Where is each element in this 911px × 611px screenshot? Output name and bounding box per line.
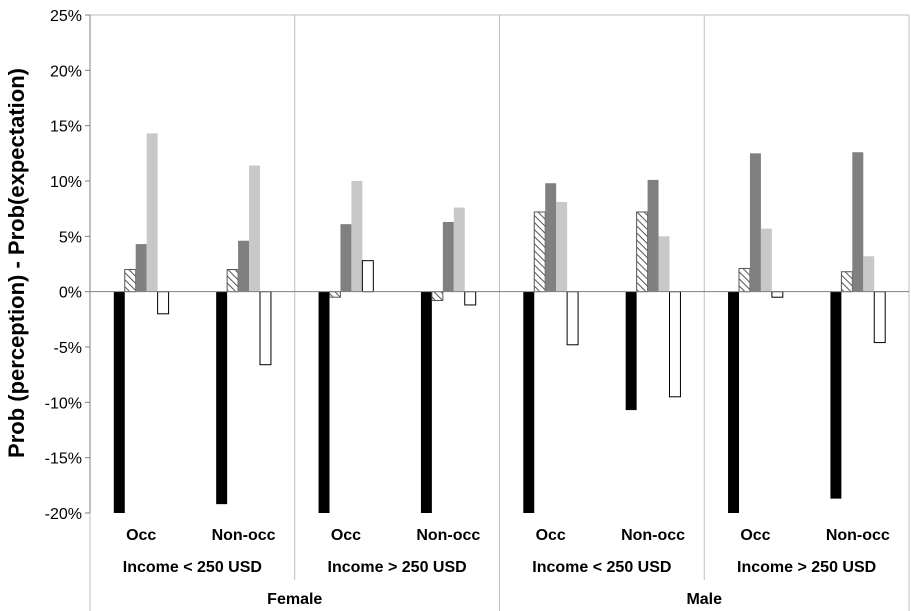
gender-group-label: Male xyxy=(686,591,722,608)
bar xyxy=(625,291,637,411)
x-category-label: Non-occ xyxy=(621,527,685,544)
bar xyxy=(259,291,272,366)
bar xyxy=(863,256,875,292)
bar xyxy=(340,224,352,292)
y-tick-label: 20% xyxy=(50,63,82,80)
y-tick-label: 0% xyxy=(59,285,82,302)
grid xyxy=(89,14,910,611)
y-tick-label: -15% xyxy=(45,451,82,468)
bar xyxy=(523,291,535,513)
bar xyxy=(738,267,751,293)
y-tick-label: -10% xyxy=(45,395,82,412)
x-category-label: Non-occ xyxy=(416,527,480,544)
x-category-label: Non-occ xyxy=(212,527,276,544)
bar xyxy=(226,269,239,293)
bar xyxy=(420,291,432,513)
bar xyxy=(556,202,568,292)
bar xyxy=(113,291,125,513)
bar xyxy=(545,183,557,292)
y-tick-label: -5% xyxy=(54,340,82,357)
x-category-label: Occ xyxy=(536,527,566,544)
y-tick-labels: 25% 20% 15% 10% 5% 0% -5% -10% -15% -20% xyxy=(45,8,90,523)
bar xyxy=(351,181,363,292)
bar xyxy=(852,152,864,292)
bar xyxy=(238,240,250,292)
gender-group-label: Female xyxy=(267,591,322,608)
bar xyxy=(658,236,670,292)
bar xyxy=(668,291,681,398)
bar xyxy=(249,165,260,292)
bar xyxy=(647,179,659,292)
x-category-label: Occ xyxy=(331,527,361,544)
bar xyxy=(464,291,477,306)
x-category-label: Occ xyxy=(126,527,156,544)
income-group-label: Income < 250 USD xyxy=(123,559,262,576)
bar xyxy=(431,291,444,302)
bar xyxy=(771,291,784,298)
bar xyxy=(533,211,546,293)
bar xyxy=(728,291,740,513)
bar xyxy=(453,207,465,292)
bar xyxy=(329,291,341,298)
bar xyxy=(124,269,137,293)
y-tick-label: 25% xyxy=(50,8,82,25)
bar xyxy=(749,153,761,292)
y-tick-label: 15% xyxy=(50,119,82,136)
bar xyxy=(361,260,374,293)
bar xyxy=(216,291,228,505)
bar xyxy=(135,244,147,292)
bar xyxy=(840,271,853,293)
axes xyxy=(89,15,909,513)
bar xyxy=(830,291,842,499)
y-tick-label: 5% xyxy=(59,229,82,246)
bar xyxy=(760,228,772,292)
income-group-label: Income > 250 USD xyxy=(737,559,876,576)
bar xyxy=(566,291,579,346)
bar xyxy=(146,133,158,292)
x-category-label: Occ xyxy=(740,527,770,544)
y-tick-label: -20% xyxy=(45,506,82,523)
bar xyxy=(318,291,330,513)
bar xyxy=(873,291,886,344)
y-axis-label: Prob (perception) - Prob(expectation) xyxy=(4,68,29,458)
bar xyxy=(442,221,454,292)
x-category-label: Non-occ xyxy=(826,527,890,544)
category-labels: Occ Non-occ Occ Non-occ Occ Non-occ Occ Non-occ… xyxy=(123,527,890,608)
y-tick-label: 10% xyxy=(50,174,82,191)
income-group-label: Income < 250 USD xyxy=(532,559,671,576)
bar xyxy=(636,211,649,293)
income-group-label: Income > 250 USD xyxy=(328,559,467,576)
bars xyxy=(113,133,886,513)
bar xyxy=(157,291,170,315)
